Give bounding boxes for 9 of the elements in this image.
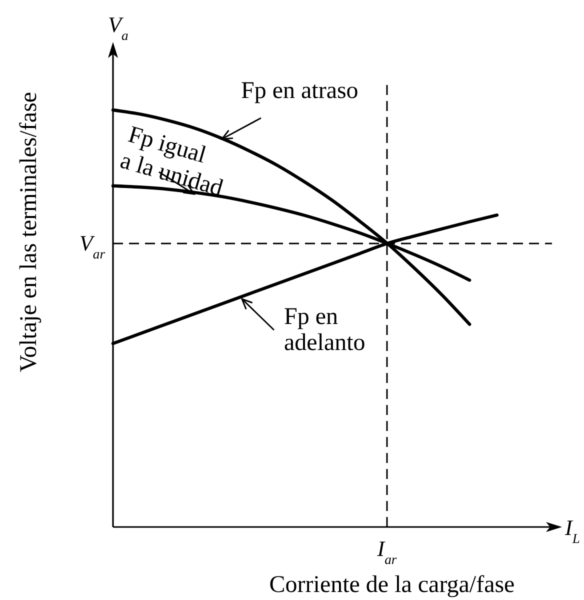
x-axis-title: Corriente de la carga/fase xyxy=(269,572,515,598)
legend-label: Fp en adelanto xyxy=(284,304,366,356)
ref-line-label: V$_{ar}$ xyxy=(79,230,106,261)
y-axis-title: Voltaje en las terminales/fase xyxy=(16,92,42,372)
text: I$_{ar}$ xyxy=(376,536,398,566)
text: I$_{L}$ xyxy=(564,515,580,546)
text: V$_{a}$ xyxy=(108,12,128,42)
text: Fp igual a la unidad xyxy=(117,122,226,202)
series-label: Fp en atraso xyxy=(241,78,358,104)
